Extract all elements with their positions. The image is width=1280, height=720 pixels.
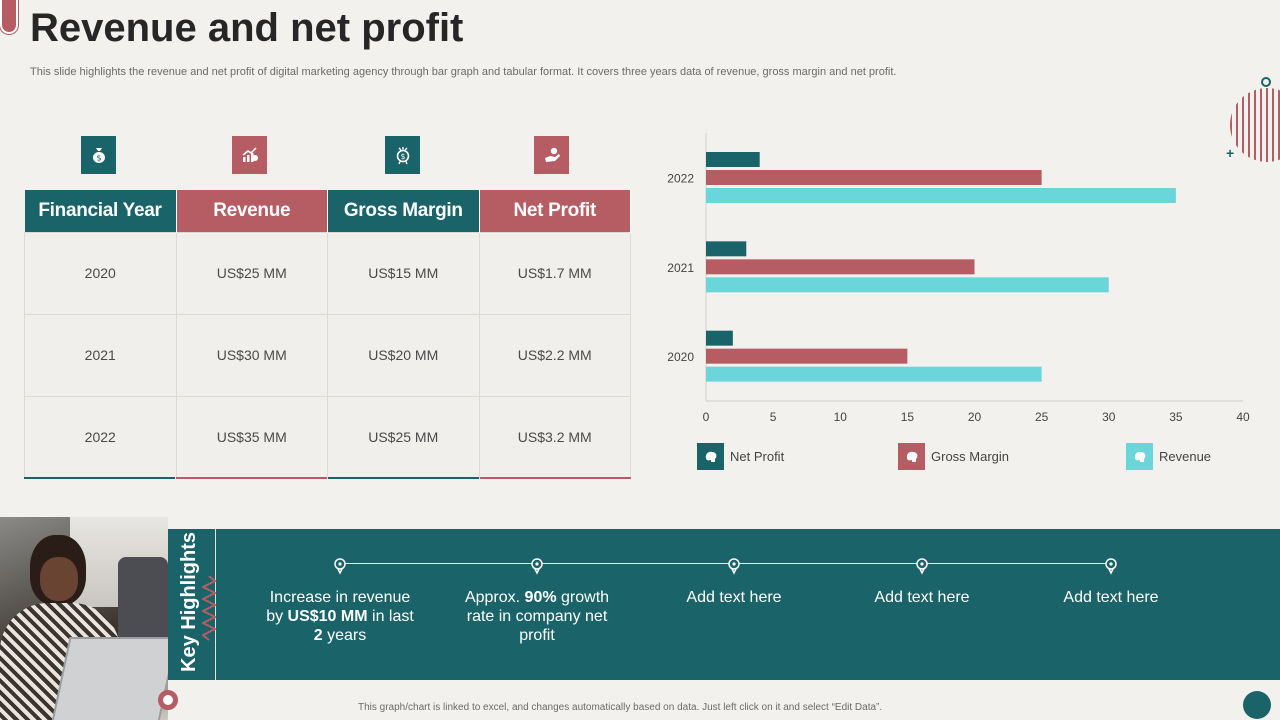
bar-net-profit [706, 152, 760, 167]
decorative-teal-dot [1243, 691, 1271, 719]
page-title: Revenue and net profit [30, 6, 464, 50]
x-tick-label: 40 [1236, 410, 1250, 424]
highlight-fragment: Add text here [874, 589, 970, 606]
x-tick-label: 35 [1169, 410, 1183, 424]
table-cell: US$25 MM [327, 395, 480, 479]
timeline-pin-icon [530, 557, 544, 575]
table-underline-rose [480, 477, 631, 479]
bar-net-profit [706, 330, 733, 346]
table-cell: US$2.2 MM [478, 313, 631, 397]
table-cell: US$25 MM [175, 231, 328, 315]
woman-with-laptop-photo [0, 517, 168, 720]
table-cell: US$20 MM [327, 313, 480, 397]
bar-revenue [706, 277, 1109, 293]
y-tick-label: 2020 [667, 350, 694, 364]
x-tick-label: 5 [770, 410, 777, 424]
decorative-red-ring [158, 690, 178, 710]
decorative-ring [1261, 77, 1271, 87]
financial-table: Financial Year Revenue Gross Margin Net … [24, 190, 631, 479]
squiggle-decoration [202, 576, 216, 641]
x-tick-label: 10 [834, 410, 848, 424]
legend-label: Net Profit [730, 449, 785, 464]
header-gross-margin: Gross Margin [327, 190, 480, 232]
table-underline-rose [176, 477, 327, 479]
table-cell: 2022 [24, 395, 177, 479]
footer-note: This graph/chart is linked to excel, and… [358, 702, 883, 713]
table-cell: US$3.2 MM [478, 395, 631, 479]
highlight-emphasis: US$10 MM [287, 608, 368, 625]
bar-gross-margin [706, 259, 975, 275]
svg-text:$: $ [96, 154, 101, 163]
highlight-text: Add text here [872, 588, 972, 607]
table-cell: 2020 [24, 231, 177, 315]
highlight-emphasis: 2 [313, 627, 323, 644]
timeline-line [340, 563, 1112, 564]
highlight-fragment: in last [367, 608, 414, 625]
key-highlights-label: Key Highlights [178, 531, 200, 672]
timeline-pin-icon [727, 557, 741, 575]
money-bag-icon: $ [81, 136, 116, 174]
timeline-pin-icon [915, 557, 929, 575]
highlight-text: Increase in revenue by US$10 MM in last … [265, 588, 415, 645]
timeline-pin-icon [333, 557, 347, 575]
table-underline-teal [328, 477, 479, 479]
bar-gross-margin [706, 348, 908, 364]
timeline-pin-icon [1104, 557, 1118, 575]
x-tick-label: 15 [901, 410, 915, 424]
bar-net-profit [706, 241, 747, 257]
bar-gross-margin [706, 170, 1042, 185]
legend-swatch-net-profit [697, 443, 724, 470]
table-cell: US$35 MM [175, 395, 328, 479]
brain-icon [906, 451, 917, 462]
table-row: 2021 US$30 MM US$20 MM US$2.2 MM [24, 313, 631, 397]
x-tick-label: 30 [1102, 410, 1116, 424]
highlight-text: Approx. 90% growth rate in company net p… [457, 588, 617, 645]
legend-item-revenue: Revenue [1126, 443, 1211, 470]
table-cell: 2021 [24, 313, 177, 397]
svg-text:$: $ [400, 152, 405, 161]
legend-item-net-profit: Net Profit [697, 443, 784, 470]
table-row: 2020 US$25 MM US$15 MM US$1.7 MM [24, 231, 631, 315]
legend-label: Gross Margin [931, 449, 1010, 464]
decorative-plus-icon: + [1226, 145, 1235, 161]
dollar-award-icon: $ [385, 136, 420, 174]
header-financial-year: Financial Year [24, 190, 177, 232]
table-underline-teal [24, 477, 175, 479]
highlight-fragment: growth rate in company net profit [466, 589, 610, 644]
y-tick-label: 2022 [667, 172, 694, 186]
legend-swatch-gross-margin [898, 443, 925, 470]
x-tick-label: 20 [968, 410, 982, 424]
highlight-text: Add text here [1061, 588, 1161, 607]
highlight-fragment: Add text here [1063, 589, 1159, 606]
key-highlights-band [168, 529, 1280, 680]
table-cell: US$30 MM [175, 313, 328, 397]
brain-icon [1134, 451, 1145, 462]
y-tick-label: 2021 [667, 261, 694, 275]
highlight-fragment: Approx. [464, 589, 525, 606]
table-cell: US$15 MM [327, 231, 480, 315]
header-revenue: Revenue [176, 190, 328, 232]
corner-tab-decoration [0, 0, 18, 34]
table-cell: US$1.7 MM [478, 231, 631, 315]
highlight-fragment: Add text here [686, 589, 782, 606]
x-tick-label: 25 [1035, 410, 1049, 424]
hand-coins-icon [534, 136, 569, 174]
bar-chart: 0 5 10 15 20 25 30 35 40 2022 2021 2020 [667, 133, 1250, 424]
bar-revenue [706, 366, 1042, 382]
legend-swatch-revenue [1126, 443, 1153, 470]
bar-revenue [706, 188, 1176, 203]
table-row: 2022 US$35 MM US$25 MM US$3.2 MM [24, 395, 631, 479]
highlight-fragment: years [322, 627, 367, 644]
highlight-text: Add text here [684, 588, 784, 607]
highlight-fragment: Increase in revenue by [266, 589, 411, 625]
x-tick-label: 0 [703, 410, 710, 424]
page-subtitle: This slide highlights the revenue and ne… [30, 66, 897, 78]
legend-item-gross-margin: Gross Margin [898, 443, 1009, 470]
header-net-profit: Net Profit [479, 190, 631, 232]
highlight-emphasis: 90% [524, 589, 557, 606]
growth-chart-icon [232, 136, 267, 174]
legend-label: Revenue [1159, 449, 1212, 464]
brain-icon [705, 451, 716, 462]
